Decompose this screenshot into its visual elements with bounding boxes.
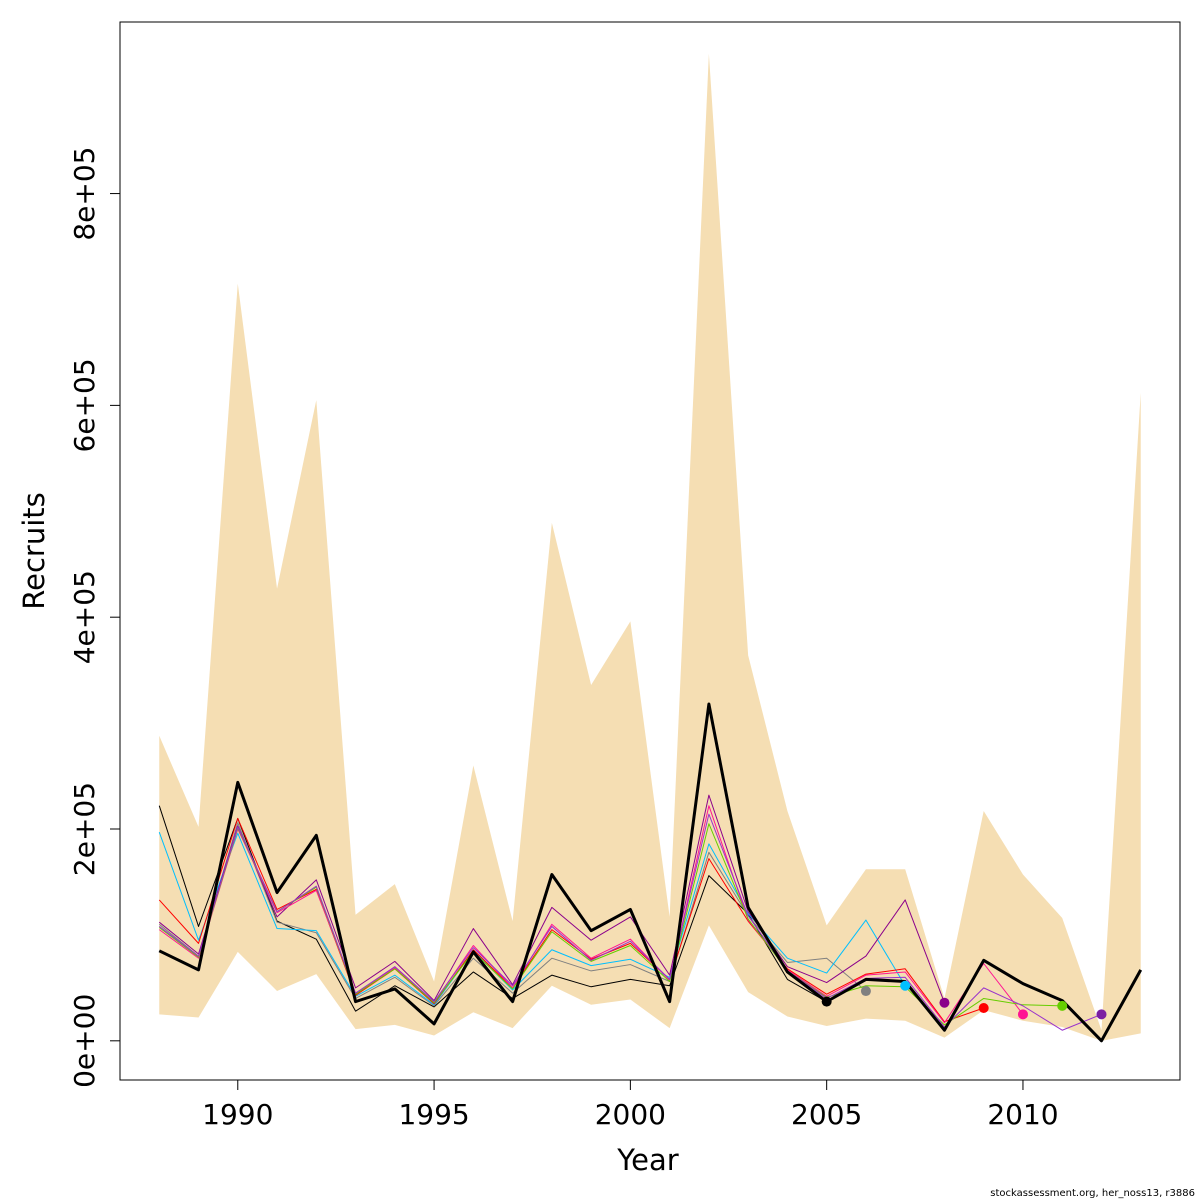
x-tick-label-2005: 2005 [791, 1098, 862, 1131]
x-tick-label-2010: 2010 [987, 1098, 1058, 1131]
terminal-point-2010 [1017, 1009, 1028, 1020]
credit-label: stockassessment.org, her_noss13, r3886 [990, 1188, 1195, 1199]
main-series-layer [158, 702, 1143, 1043]
retro-series-line-3 [158, 832, 906, 1006]
retro-series-line-7 [158, 823, 1063, 1026]
main-series-line [158, 702, 1143, 1043]
x-tick-label-2000: 2000 [595, 1098, 666, 1131]
plot-frame [119, 21, 1181, 1081]
retro-series-line-8 [158, 813, 1102, 1031]
retro-series-layer [158, 794, 1102, 1031]
x-axis: 1990 1995 2000 2005 2010 [202, 1080, 1059, 1131]
terminal-point-2007 [900, 980, 911, 991]
retro-series-line-6 [158, 805, 1024, 1024]
y-tick-label-3: 6e+05 [68, 358, 101, 452]
terminal-point-2012 [1096, 1009, 1107, 1020]
y-tick-label-4: 8e+05 [68, 146, 101, 240]
y-axis-title: Recruits [17, 492, 51, 609]
x-tick-label-1995: 1995 [398, 1098, 469, 1131]
y-axis: 0e+00 2e+05 4e+05 6e+05 8e+05 [68, 146, 120, 1088]
confidence-band-layer [159, 53, 1141, 1041]
retro-series-line-1 [158, 805, 827, 1012]
x-axis-title: Year [616, 1143, 678, 1177]
y-tick-label-2: 4e+05 [68, 570, 101, 664]
terminal-point-2006 [860, 986, 871, 997]
terminal-point-2011 [1057, 1000, 1068, 1011]
terminal-point-2008 [939, 997, 950, 1008]
x-tick-label-1990: 1990 [202, 1098, 273, 1131]
y-tick-label-0: 0e+00 [68, 994, 101, 1088]
retro-series-line-4 [158, 794, 945, 1003]
terminal-point-2005 [821, 996, 832, 1007]
terminal-points-layer [821, 980, 1107, 1020]
terminal-point-2009 [978, 1002, 989, 1013]
y-tick-label-1: 2e+05 [68, 782, 101, 876]
confidence-band [159, 53, 1141, 1041]
